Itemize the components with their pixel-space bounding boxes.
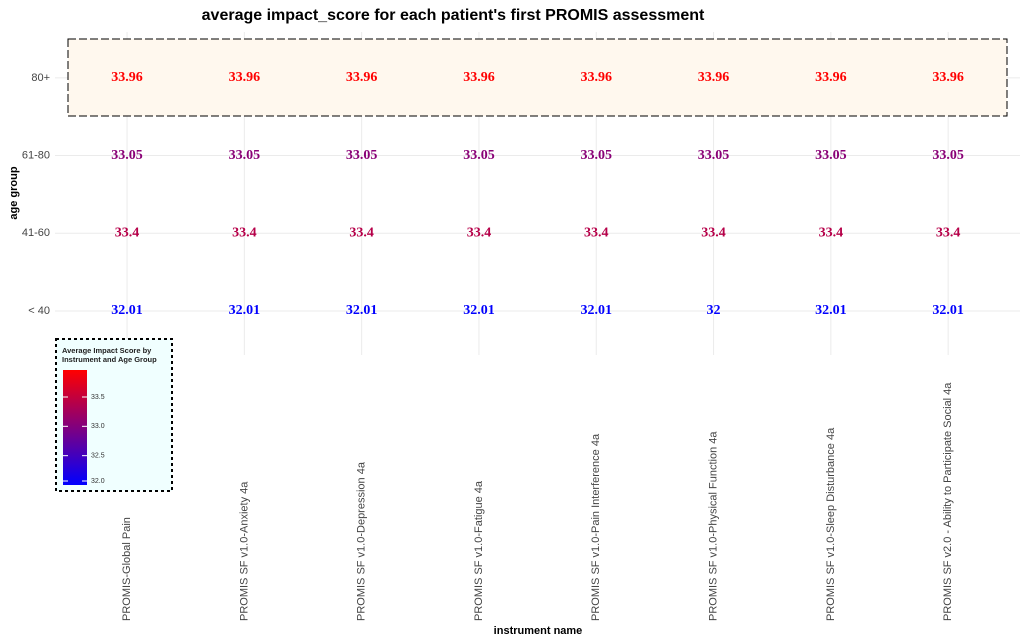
y-tick-label: 41-60: [22, 227, 50, 239]
chart-title: average impact_score for each patient's …: [202, 7, 705, 24]
cell-value: 33.4: [232, 225, 257, 240]
x-tick-label: PROMIS SF v1.0-Physical Function 4a: [707, 431, 719, 621]
cell-value: 32.01: [229, 303, 261, 318]
cell-value: 33.05: [463, 148, 495, 163]
cell-value: 33.96: [815, 70, 847, 85]
cell-value: 33.96: [932, 70, 964, 85]
cell-value: 32.01: [815, 303, 847, 318]
cell-value: 33.4: [936, 225, 961, 240]
cell-value: 33.05: [932, 148, 964, 163]
y-tick-label: 80+: [31, 72, 50, 84]
x-tick-label: PROMIS SF v1.0-Depression 4a: [356, 461, 368, 621]
cell-value: 33.96: [581, 70, 613, 85]
x-axis-title: instrument name: [494, 625, 583, 637]
cell-value: 33.96: [229, 70, 261, 85]
marks: 33.96 33.96 33.96 33.96 33.96 33.96 33.96 33.96…: [111, 70, 964, 318]
cell-value: 33.96: [698, 70, 730, 85]
y-tick-label: 61-80: [22, 149, 50, 161]
y-axis-title: age group: [8, 166, 20, 219]
cell-value: 33.05: [346, 148, 378, 163]
highlight-box: [67, 38, 1008, 117]
colorbar-tick-label: 32.5: [91, 453, 105, 460]
cell-value: 33.4: [701, 225, 726, 240]
x-tick-label: PROMIS SF v1.0-Sleep Disturbance 4a: [825, 427, 837, 621]
cell-value: 32: [707, 303, 721, 318]
x-tick-label: PROMIS-Global Pain: [121, 517, 133, 621]
x-tick-label: PROMIS SF v1.0-Pain Interference 4a: [590, 433, 602, 621]
cell-value: 33.96: [346, 70, 378, 85]
cell-value: 33.05: [581, 148, 613, 163]
cell-value: 33.96: [463, 70, 495, 85]
x-tick-label: PROMIS SF v2.0 - Ability to Participate …: [942, 382, 954, 621]
colorbar-tick-label: 33.5: [91, 394, 105, 401]
cell-value: 33.4: [467, 225, 492, 240]
x-tick-label: PROMIS SF v1.0-Fatigue 4a: [473, 480, 485, 621]
colorbar: [63, 370, 87, 485]
cell-value: 33.05: [229, 148, 261, 163]
cell-value: 33.4: [584, 225, 609, 240]
colorbar-tick-label: 33.0: [91, 423, 105, 430]
cell-value: 32.01: [932, 303, 964, 318]
colorbar-tick-label: 32.0: [91, 478, 105, 485]
cell-value: 33.05: [815, 148, 847, 163]
y-tick-label: < 40: [28, 305, 50, 317]
legend-title: Average Impact Score by Instrument and A…: [62, 346, 157, 364]
cell-value: 33.4: [349, 225, 374, 240]
cell-value: 33.05: [698, 148, 730, 163]
cell-value: 33.4: [115, 225, 140, 240]
legend: 32.0 32.5 33.0 33.5: [63, 394, 105, 485]
cell-value: 33.05: [111, 148, 143, 163]
cell-value: 32.01: [111, 303, 143, 318]
cell-value: 33.4: [819, 225, 844, 240]
x-tick-label: PROMIS SF v1.0-Anxiety 4a: [238, 481, 250, 621]
cell-value: 33.96: [111, 70, 143, 85]
cell-value: 32.01: [463, 303, 495, 318]
cell-value: 32.01: [581, 303, 613, 318]
cell-value: 32.01: [346, 303, 378, 318]
